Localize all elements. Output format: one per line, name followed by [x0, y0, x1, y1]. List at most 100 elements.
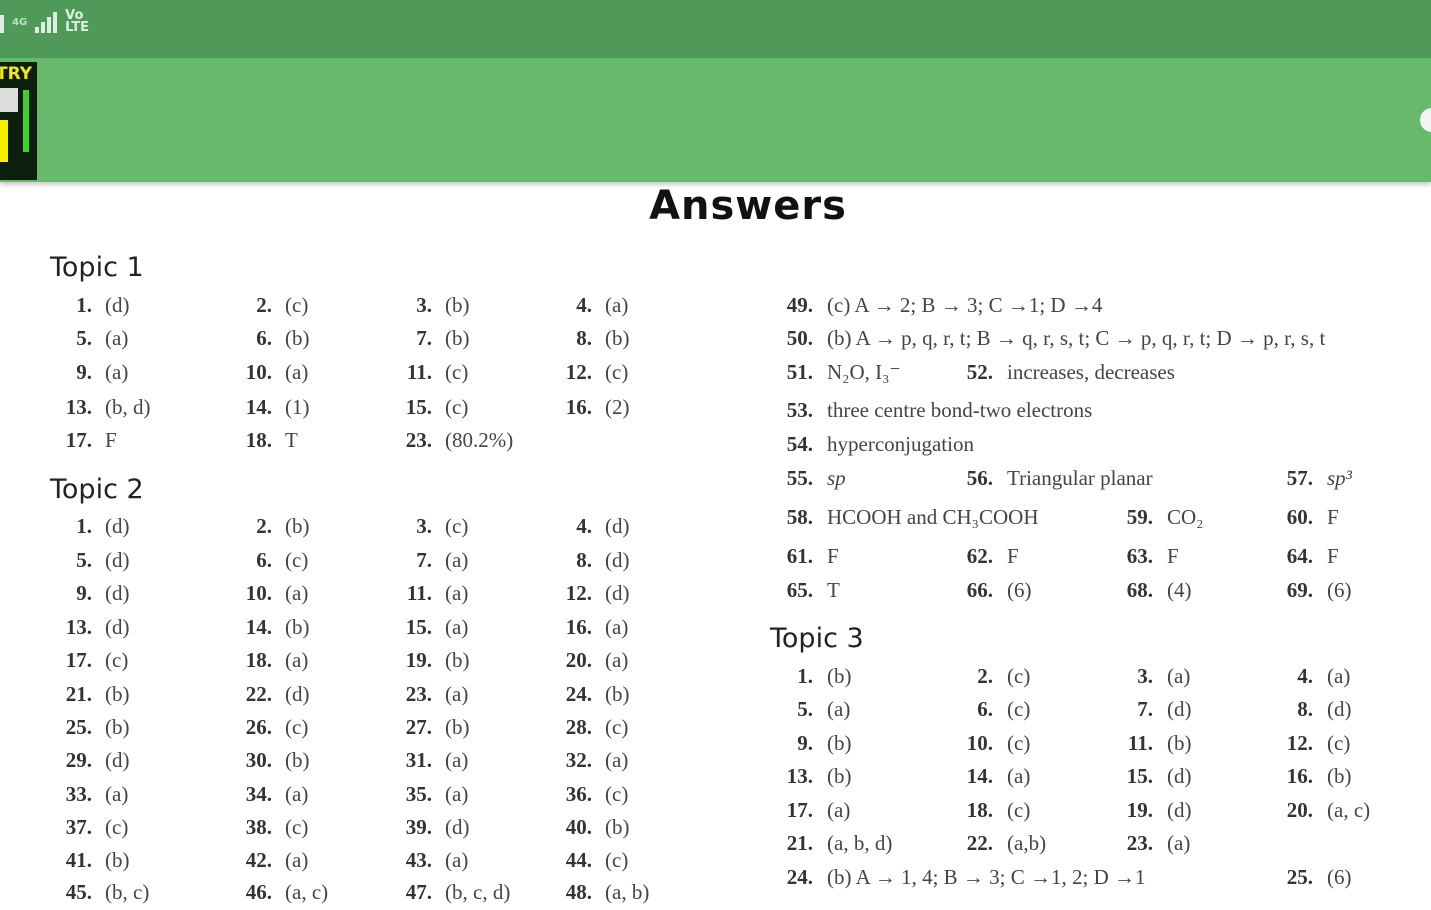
question-number: 7.	[416, 548, 432, 572]
answer-text: (a)	[1327, 664, 1351, 688]
question-number: 13.	[65, 615, 92, 639]
question-number: 9.	[76, 360, 92, 384]
answer-text: (b, c, d)	[445, 880, 511, 904]
question-number: 15.	[405, 395, 432, 419]
question-number: 25.	[65, 715, 92, 739]
question-number: 32.	[565, 748, 592, 772]
answer-text: (b)	[827, 764, 852, 788]
book-cover-thumbnail[interactable]: TRY	[0, 62, 37, 180]
question-number: 23.	[405, 682, 432, 706]
question-number: 18.	[245, 648, 272, 672]
answer-text: (b)	[1167, 731, 1192, 755]
question-number: 34.	[245, 782, 272, 806]
answer-text: (b)	[605, 682, 630, 706]
answer-text: (c)	[605, 848, 629, 872]
question-number: 17.	[65, 428, 92, 452]
question-number: 17.	[786, 798, 813, 822]
question-number: 69.	[1286, 578, 1313, 602]
answer-text: (c)	[105, 648, 129, 672]
answer-text: (4)	[1167, 578, 1192, 602]
question-number: 38.	[245, 815, 272, 839]
answer-text: (b)	[605, 815, 630, 839]
answer-text: CO₂	[1167, 505, 1204, 529]
answer-text: increases, decreases	[1007, 360, 1175, 384]
question-number: 45.	[65, 880, 92, 904]
question-number: 25.	[1286, 865, 1313, 889]
question-number: 12.	[565, 581, 592, 605]
answer-text: (a)	[827, 798, 851, 822]
question-number: 54.	[786, 432, 813, 456]
question-number: 43.	[405, 848, 432, 872]
question-number: 11.	[406, 581, 432, 605]
answer-text: (c)	[445, 395, 469, 419]
question-number: 14.	[245, 615, 272, 639]
question-number: 18.	[966, 798, 993, 822]
answer-text: (a, b, d)	[827, 831, 893, 855]
answer-text: (a)	[1007, 764, 1031, 788]
answer-text: F	[1327, 505, 1339, 529]
question-number: 9.	[797, 731, 813, 755]
answer-text: (c)	[1007, 798, 1031, 822]
answer-text: (a)	[605, 748, 629, 772]
answer-text: (d)	[605, 581, 630, 605]
answer-text: (a)	[285, 782, 309, 806]
app-toolbar	[0, 58, 1431, 182]
answer-text: (d)	[105, 581, 130, 605]
answer-text: (b)	[285, 514, 310, 538]
question-number: 44.	[565, 848, 592, 872]
answer-text: HCOOH and CH₃COOH	[827, 505, 1039, 529]
answer-text: (c)	[605, 715, 629, 739]
question-number: 8.	[576, 548, 592, 572]
signal-strength-icon	[35, 11, 58, 33]
answer-text: (6)	[1327, 865, 1352, 889]
question-number: 31.	[405, 748, 432, 772]
question-number: 5.	[76, 326, 92, 350]
question-number: 4.	[576, 514, 592, 538]
question-number: 9.	[76, 581, 92, 605]
question-number: 23.	[1126, 831, 1153, 855]
question-number: 2.	[256, 514, 272, 538]
question-number: 8.	[1297, 697, 1313, 721]
question-number: 53.	[786, 398, 813, 422]
question-number: 40.	[565, 815, 592, 839]
question-number: 17.	[65, 648, 92, 672]
answer-text: (a)	[285, 648, 309, 672]
question-number: 61.	[786, 544, 813, 568]
answer-text: (a)	[1167, 664, 1191, 688]
status-bar: 4G Vo LTE	[0, 0, 1431, 58]
question-number: 3.	[1137, 664, 1153, 688]
answer-text: hyperconjugation	[827, 432, 974, 456]
answer-text: (a)	[445, 581, 469, 605]
floating-action-button[interactable]	[1420, 108, 1431, 132]
question-number: 11.	[1127, 731, 1153, 755]
answer-text: F	[1327, 544, 1339, 568]
question-number: 6.	[977, 697, 993, 721]
answer-text: (c)	[1007, 697, 1031, 721]
topic-heading: Topic 1	[50, 252, 144, 283]
question-number: 13.	[786, 764, 813, 788]
answer-text: (a,b)	[1007, 831, 1047, 855]
answer-text: F	[827, 544, 839, 568]
question-number: 36.	[565, 782, 592, 806]
answer-text: (b)	[1327, 764, 1352, 788]
answer-text: (a)	[445, 682, 469, 706]
answer-text: (d)	[105, 293, 130, 317]
answer-text: (6)	[1327, 578, 1352, 602]
answer-text: (c)	[285, 548, 309, 572]
answer-text: (a)	[105, 360, 129, 384]
answer-text: T	[285, 428, 298, 452]
answer-text: (b)	[605, 326, 630, 350]
answer-text: F	[105, 428, 117, 452]
question-number: 49.	[786, 293, 813, 317]
question-number: 55.	[786, 466, 813, 490]
answer-text: (a)	[445, 782, 469, 806]
question-number: 29.	[65, 748, 92, 772]
answer-text: (d)	[105, 748, 130, 772]
question-number: 23.	[405, 428, 432, 452]
volte-indicator: Vo LTE	[65, 8, 90, 35]
answer-text: (a, c)	[285, 880, 329, 904]
question-number: 60.	[1286, 505, 1313, 529]
question-number: 47.	[405, 880, 432, 904]
answer-text: (c)	[285, 715, 309, 739]
question-number: 22.	[966, 831, 993, 855]
